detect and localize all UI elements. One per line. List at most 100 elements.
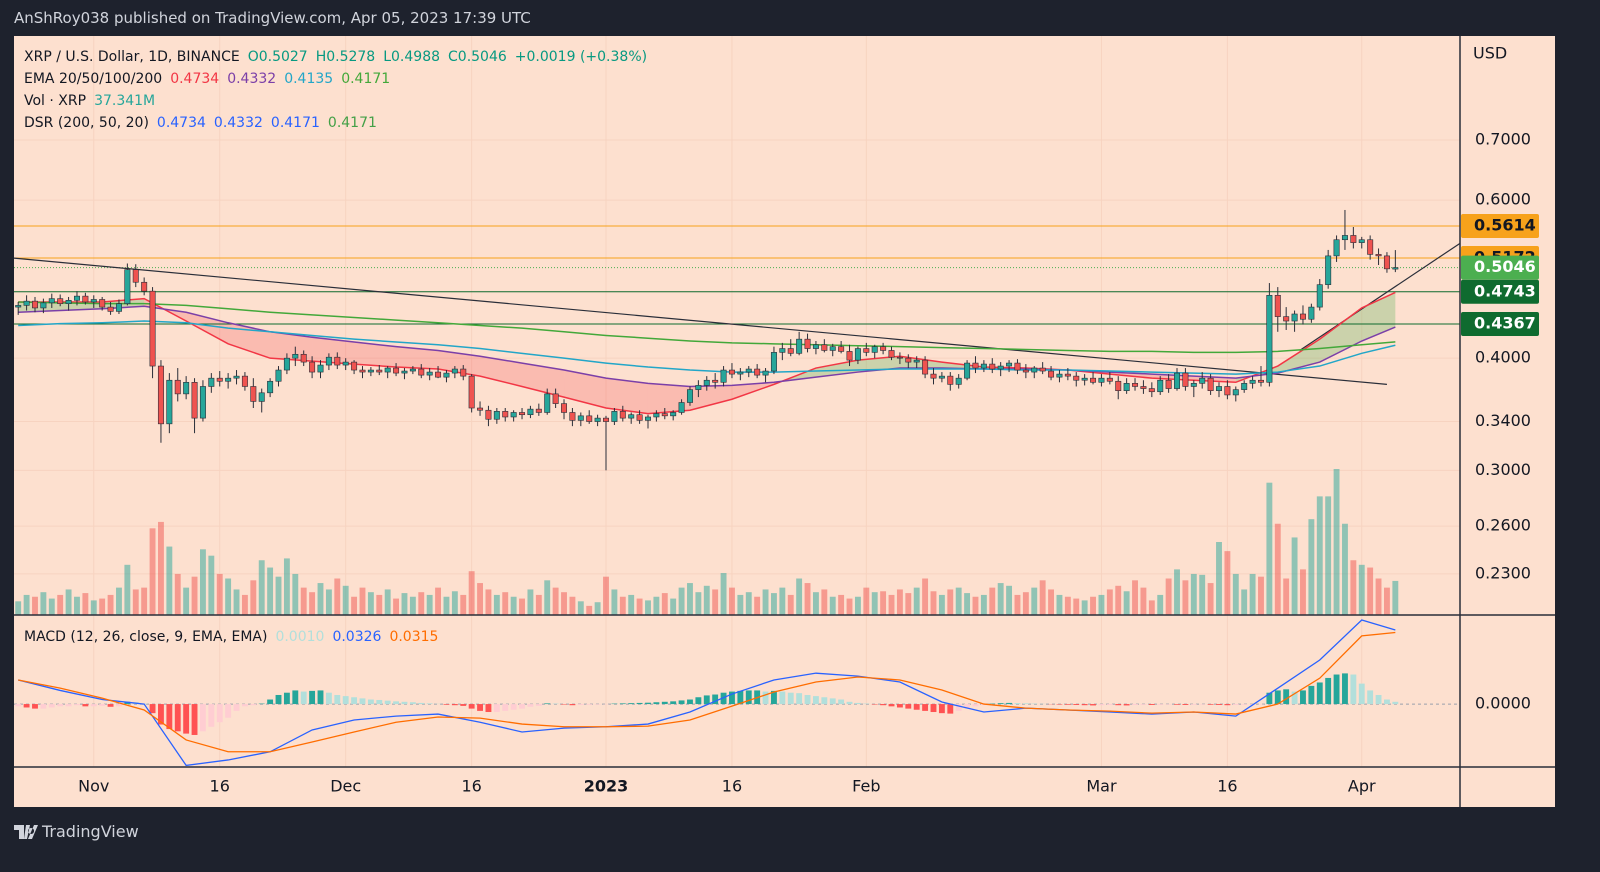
candle-body — [502, 411, 509, 418]
volume-bar — [258, 560, 265, 615]
macd-line — [18, 631, 1396, 753]
macd-histogram-bar — [418, 702, 425, 705]
macd-histogram-bar — [737, 690, 744, 705]
volume-bar — [23, 594, 30, 615]
volume-bar — [964, 593, 971, 615]
candle-body — [1014, 362, 1021, 371]
volume-bar — [342, 585, 349, 615]
volume-layer — [15, 469, 1399, 615]
candle-body — [938, 375, 945, 379]
volume-bar — [645, 600, 651, 615]
volume-bar — [972, 596, 979, 615]
volume-bar — [267, 567, 274, 615]
candle-body — [552, 393, 559, 404]
macd-histogram-bar — [745, 690, 752, 705]
volume-bar — [1207, 583, 1214, 615]
volume-bar — [1106, 589, 1113, 615]
x-tick-label: 16 — [461, 777, 481, 796]
candle-body — [166, 379, 173, 425]
macd-histogram-bar — [997, 703, 1004, 705]
macd-histogram-bar — [645, 702, 651, 705]
volume-bar — [384, 589, 391, 615]
candle-body — [376, 369, 383, 373]
candle-body — [796, 338, 803, 354]
candle-body — [241, 375, 248, 387]
candle-body — [686, 389, 693, 403]
candle-body — [1392, 267, 1399, 270]
macd-layer — [15, 619, 1399, 767]
volume-bar — [485, 589, 492, 615]
macd-histogram-bar — [577, 704, 584, 705]
volume-bar — [493, 594, 500, 615]
volume-bar — [636, 598, 643, 615]
candle-body — [854, 348, 861, 361]
volume-bar — [913, 587, 920, 615]
candle-body — [922, 359, 929, 375]
candle-body — [477, 407, 484, 411]
macd-histogram-bar — [275, 694, 282, 705]
macd-histogram-bar — [544, 703, 551, 705]
candle-body — [737, 371, 744, 375]
y-tick-label: 0.3000 — [1475, 460, 1531, 479]
volume-bar — [1014, 594, 1021, 615]
volume-bar — [695, 592, 702, 615]
ema-ribbon — [606, 378, 648, 414]
volume-bar — [309, 592, 316, 615]
volume-bar — [1090, 596, 1096, 615]
volume-bar — [1274, 523, 1281, 615]
y-tick-label: 0.4000 — [1475, 348, 1531, 367]
volume-bar — [1232, 573, 1239, 615]
candle-body — [880, 346, 887, 351]
candle-body — [628, 414, 635, 419]
macd-readout: 0.0315 — [389, 629, 439, 645]
volume-bar — [74, 596, 80, 615]
volume-bar — [829, 596, 836, 615]
macd-histogram-bar — [510, 704, 517, 710]
candle-body — [317, 364, 324, 373]
macd-histogram-bar — [812, 696, 819, 705]
macd-histogram-bar — [947, 704, 954, 714]
volume-bar — [124, 564, 131, 615]
candle-body — [561, 403, 568, 413]
candle-body — [443, 372, 450, 378]
candle-body — [191, 381, 198, 419]
macd-histogram-bar — [762, 691, 769, 705]
candle-body — [1367, 239, 1374, 255]
macd-histogram-bar — [32, 704, 38, 709]
macd-histogram-bar — [23, 704, 30, 708]
candle-body — [888, 350, 895, 358]
volume-bar — [82, 593, 89, 615]
candle-body — [603, 417, 609, 422]
candle-body — [309, 361, 316, 373]
volume-bar — [569, 596, 576, 615]
volume-bar — [1039, 580, 1046, 615]
candle-body — [527, 408, 534, 416]
candle-body — [611, 411, 618, 422]
ema-ribbon — [438, 350, 481, 377]
candle-body — [99, 299, 106, 308]
macd-histogram-bar — [922, 704, 929, 711]
volume-bar — [594, 602, 601, 615]
macd-histogram-bar — [1283, 689, 1290, 705]
candle-body — [32, 300, 38, 309]
candle-body — [183, 381, 190, 395]
candle-body — [468, 375, 475, 409]
candle-body — [1022, 369, 1029, 373]
candle-body — [1140, 386, 1147, 389]
candle-body — [435, 371, 442, 378]
volume-bar — [401, 593, 408, 615]
candle-body — [703, 379, 710, 386]
macd-histogram-bar — [166, 704, 173, 730]
candle-body — [997, 365, 1004, 370]
volume-bar — [1216, 542, 1222, 615]
macd-histogram-bar — [1014, 703, 1021, 705]
volume-bar — [15, 601, 22, 615]
candle-body — [351, 361, 358, 371]
volume-bar — [703, 585, 710, 615]
volume-bar — [922, 578, 929, 615]
volume-bar — [300, 587, 307, 615]
volume-bar — [603, 576, 609, 615]
ema-ribbon — [857, 356, 900, 373]
